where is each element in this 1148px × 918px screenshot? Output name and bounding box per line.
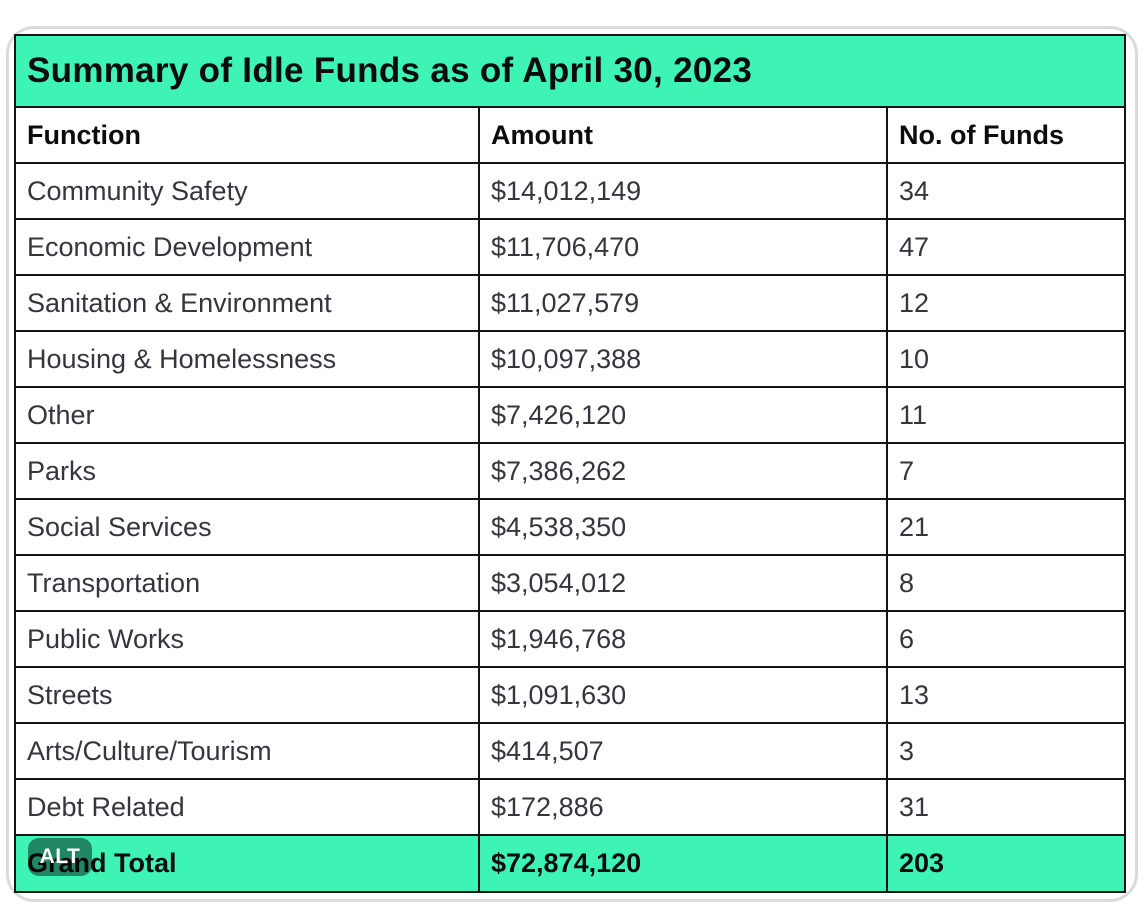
cell-amount: $172,886 xyxy=(478,778,888,836)
cell-funds: 12 xyxy=(885,274,1127,332)
cell-amount: $11,706,470 xyxy=(478,218,888,276)
cell-funds: 7 xyxy=(885,442,1127,500)
cell-function: Public Works xyxy=(14,610,480,668)
cell-amount: $1,091,630 xyxy=(478,666,888,724)
cell-amount: $1,946,768 xyxy=(478,610,888,668)
table-card: Summary of Idle Funds as of April 30, 20… xyxy=(6,26,1138,902)
table-row: Housing & Homelessness $10,097,388 10 xyxy=(14,330,1127,388)
table-row: Public Works $1,946,768 6 xyxy=(14,610,1127,668)
cell-funds: 34 xyxy=(885,162,1127,220)
cell-function: Economic Development xyxy=(14,218,480,276)
table-row: Streets $1,091,630 13 xyxy=(14,666,1127,724)
table-row: Debt Related $172,886 31 xyxy=(14,778,1127,836)
cell-amount: $7,386,262 xyxy=(478,442,888,500)
cell-amount: $3,054,012 xyxy=(478,554,888,612)
cell-amount: $14,012,149 xyxy=(478,162,888,220)
cell-funds: 3 xyxy=(885,722,1127,780)
cell-funds: 21 xyxy=(885,498,1127,556)
grand-total-label: Grand Total xyxy=(14,834,480,893)
cell-function: Other xyxy=(14,386,480,444)
table-row: Social Services $4,538,350 21 xyxy=(14,498,1127,556)
table-body: Community Safety $14,012,149 34 Economic… xyxy=(14,162,1127,836)
cell-function: Debt Related xyxy=(14,778,480,836)
table-title-row: Summary of Idle Funds as of April 30, 20… xyxy=(13,34,1127,108)
cell-funds: 8 xyxy=(885,554,1127,612)
table-title: Summary of Idle Funds as of April 30, 20… xyxy=(13,34,1127,108)
cell-amount: $10,097,388 xyxy=(478,330,888,388)
column-header-function: Function xyxy=(14,106,480,164)
grand-total-amount: $72,874,120 xyxy=(478,834,888,893)
cell-amount: $11,027,579 xyxy=(478,274,888,332)
cell-function: Arts/Culture/Tourism xyxy=(14,722,480,780)
cell-funds: 13 xyxy=(885,666,1127,724)
cell-function: Transportation xyxy=(14,554,480,612)
cell-funds: 6 xyxy=(885,610,1127,668)
table-header-row: Function Amount No. of Funds xyxy=(14,106,1127,164)
table-row: Arts/Culture/Tourism $414,507 3 xyxy=(14,722,1127,780)
cell-amount: $7,426,120 xyxy=(478,386,888,444)
cell-function: Sanitation & Environment xyxy=(14,274,480,332)
cell-amount: $4,538,350 xyxy=(478,498,888,556)
cell-function: Parks xyxy=(14,442,480,500)
cell-function: Social Services xyxy=(14,498,480,556)
alt-text-badge[interactable]: ALT xyxy=(28,838,92,876)
cell-funds: 10 xyxy=(885,330,1127,388)
cell-funds: 47 xyxy=(885,218,1127,276)
table-row: Sanitation & Environment $11,027,579 12 xyxy=(14,274,1127,332)
cell-function: Community Safety xyxy=(14,162,480,220)
column-header-funds: No. of Funds xyxy=(885,106,1127,164)
cell-function: Streets xyxy=(14,666,480,724)
cell-amount: $414,507 xyxy=(478,722,888,780)
column-header-amount: Amount xyxy=(478,106,888,164)
table-row: Transportation $3,054,012 8 xyxy=(14,554,1127,612)
table-row: Other $7,426,120 11 xyxy=(14,386,1127,444)
cell-funds: 31 xyxy=(885,778,1127,836)
idle-funds-table: Summary of Idle Funds as of April 30, 20… xyxy=(13,34,1127,893)
table-row: Parks $7,386,262 7 xyxy=(14,442,1127,500)
table-row: Community Safety $14,012,149 34 xyxy=(14,162,1127,220)
grand-total-row: Grand Total $72,874,120 203 xyxy=(14,834,1127,893)
cell-function: Housing & Homelessness xyxy=(14,330,480,388)
cell-funds: 11 xyxy=(885,386,1127,444)
grand-total-funds: 203 xyxy=(885,834,1127,893)
table-row: Economic Development $11,706,470 47 xyxy=(14,218,1127,276)
